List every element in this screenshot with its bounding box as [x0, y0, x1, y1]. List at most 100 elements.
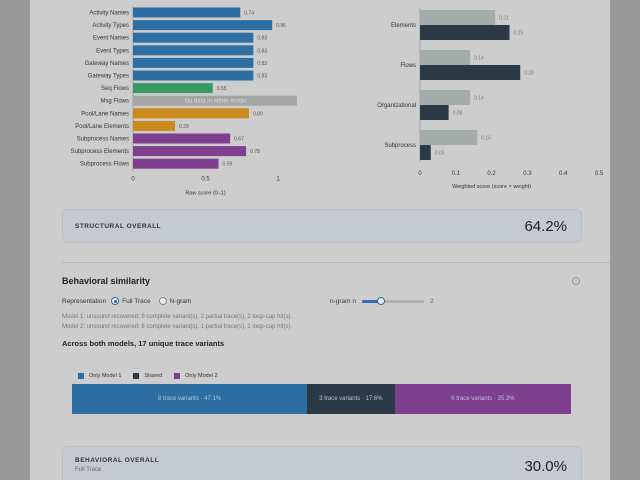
page: Activity Names 0.74 Activity Types 0.96 Even… — [30, 0, 610, 480]
structural-overall-value: 64.2% — [524, 218, 567, 235]
weighted-bar — [420, 90, 471, 105]
weighted-value-label: 0.25 — [514, 31, 524, 37]
raw-value-label: 0.83 — [257, 74, 267, 80]
legend-swatch-shared — [133, 373, 140, 379]
model-1-note: Model 1: unsound recovered; 9 complete v… — [62, 314, 293, 320]
legend-item-only-model-2: Only Model 2 — [174, 373, 218, 379]
variants-title: Across both models, 17 unique trace vari… — [62, 339, 225, 348]
raw-bar — [133, 45, 254, 56]
variants-legend: Only Model 1 Shared Only Model 2 — [78, 373, 230, 379]
raw-category-label: Seq Flows — [101, 86, 129, 92]
raw-category-label: Event Types — [96, 48, 129, 54]
raw-value-label: 0.29 — [179, 124, 189, 130]
weighted-value-label: 0.08 — [453, 111, 463, 117]
behavioral-overall-card: BEHAVIORAL OVERALL Full Trace 30.0% — [62, 446, 582, 480]
raw-category-label: Gateway Names — [85, 61, 129, 67]
raw-value-label: 0.80 — [253, 111, 263, 117]
weighted-category-label: Subprocess — [384, 143, 416, 149]
segment-only-model-1: 8 trace variants · 47.1% — [72, 384, 308, 414]
legend-swatch-only-model-2 — [174, 373, 181, 379]
weighted-tick-label: 0 — [418, 171, 422, 177]
ngram-slider[interactable] — [362, 296, 425, 305]
weighted-value-label: 0.16 — [481, 136, 491, 142]
raw-bar — [133, 20, 273, 31]
raw-category-label: Event Names — [93, 36, 129, 42]
raw-bar — [133, 158, 219, 169]
ngram-control: n-gram n 2 — [330, 296, 434, 306]
raw-bar — [133, 32, 254, 43]
weighted-bar — [420, 105, 449, 120]
ngram-slider-handle[interactable] — [376, 296, 385, 305]
raw-value-label: 0.83 — [257, 36, 267, 42]
structural-overall-label: STRUCTURAL OVERALL — [75, 223, 162, 230]
raw-category-label: Gateway Types — [88, 74, 129, 80]
weighted-tick-label: 0.5 — [595, 171, 604, 177]
raw-tick-label: 0.5 — [201, 176, 210, 182]
radio-full-trace[interactable] — [111, 297, 120, 305]
raw-bar — [133, 146, 247, 157]
raw-bar-no-data — [133, 95, 297, 106]
section-divider — [62, 262, 610, 263]
raw-category-label: Msg Flows — [100, 99, 129, 105]
variants-stacked-bar: 8 trace variants · 47.1% 3 trace variant… — [72, 384, 571, 414]
weighted-score-chart: Elements 0.21 0.25 Flows 0.14 0.28 Organizatio… — [377, 8, 604, 190]
segment-only-model-2: 6 trace variants · 35.3% — [394, 384, 571, 414]
ngram-value: 2 — [430, 297, 434, 305]
segment-shared-label: 3 trace variants · 17.6% — [319, 396, 383, 402]
info-icon[interactable]: i — [572, 277, 580, 285]
weighted-tick-label: 0.1 — [452, 171, 461, 177]
weighted-value-label: 0.14 — [474, 96, 484, 102]
raw-value-label: 0.78 — [250, 149, 260, 155]
behavioral-overall-sub: Full Trace — [75, 467, 102, 473]
weighted-category-label: Organizational — [377, 103, 416, 109]
radio-full-trace-label[interactable]: Full Trace — [122, 297, 151, 305]
representation-label: Representation — [62, 297, 107, 305]
raw-category-label: Activity Names — [89, 11, 129, 17]
raw-value-label: 0.74 — [244, 11, 254, 17]
ngram-label: n-gram n — [330, 297, 357, 305]
weighted-category-label: Flows — [400, 63, 416, 69]
raw-tick-label: 0 — [131, 176, 135, 182]
weighted-bar — [420, 65, 521, 80]
behavioral-overall-value: 30.0% — [524, 458, 567, 475]
legend-swatch-only-model-1 — [78, 373, 84, 379]
raw-category-label: Pool/Lane Names — [81, 111, 129, 117]
raw-no-data-label: No data in either model — [185, 99, 247, 105]
radio-ngram-label[interactable]: N-gram — [169, 297, 192, 305]
weighted-bar — [420, 145, 431, 160]
legend-item-shared: Shared — [133, 373, 162, 379]
raw-value-label: 0.83 — [257, 48, 267, 54]
weighted-bar — [420, 50, 471, 65]
weighted-x-axis-label: Weighted score (score × weight) — [452, 184, 531, 190]
raw-bar — [133, 120, 176, 131]
weighted-bar — [420, 10, 496, 25]
behavioral-title: Behavioral similarity — [62, 276, 151, 286]
raw-value-label: 0.55 — [217, 86, 227, 92]
weighted-bar — [420, 130, 478, 145]
legend-item-only-model-1: Only Model 1 — [78, 373, 121, 379]
weighted-bar — [420, 25, 510, 40]
raw-bar — [133, 133, 231, 144]
raw-value-label: 0.59 — [223, 162, 233, 168]
raw-value-label: 0.83 — [257, 61, 267, 67]
raw-category-label: Activity Types — [92, 23, 129, 29]
weighted-tick-label: 0.2 — [487, 171, 496, 177]
structural-overall-card: STRUCTURAL OVERALL 64.2% — [62, 209, 582, 243]
behavioral-overall-label: BEHAVIORAL OVERALL — [75, 457, 160, 464]
ngram-slider-fill — [362, 299, 381, 303]
raw-category-label: Subprocess Names — [77, 137, 129, 143]
legend-label-only-model-1: Only Model 1 — [89, 373, 122, 379]
raw-bar — [133, 70, 254, 81]
raw-bar — [133, 7, 241, 18]
representation-row: Representation Full Trace N-gram — [62, 296, 191, 306]
weighted-value-label: 0.14 — [474, 56, 484, 62]
radio-ngram[interactable] — [158, 297, 167, 305]
segment-only-model-2-label: 6 trace variants · 35.3% — [451, 396, 515, 402]
segment-only-model-1-label: 8 trace variants · 47.1% — [157, 396, 222, 402]
raw-bar — [133, 108, 249, 119]
segment-shared: 3 trace variants · 17.6% — [307, 384, 395, 414]
raw-category-label: Subprocess Flows — [80, 162, 129, 168]
weighted-value-label: 0.03 — [435, 151, 445, 157]
raw-category-label: Subprocess Elements — [71, 149, 129, 155]
raw-bar — [133, 57, 254, 68]
